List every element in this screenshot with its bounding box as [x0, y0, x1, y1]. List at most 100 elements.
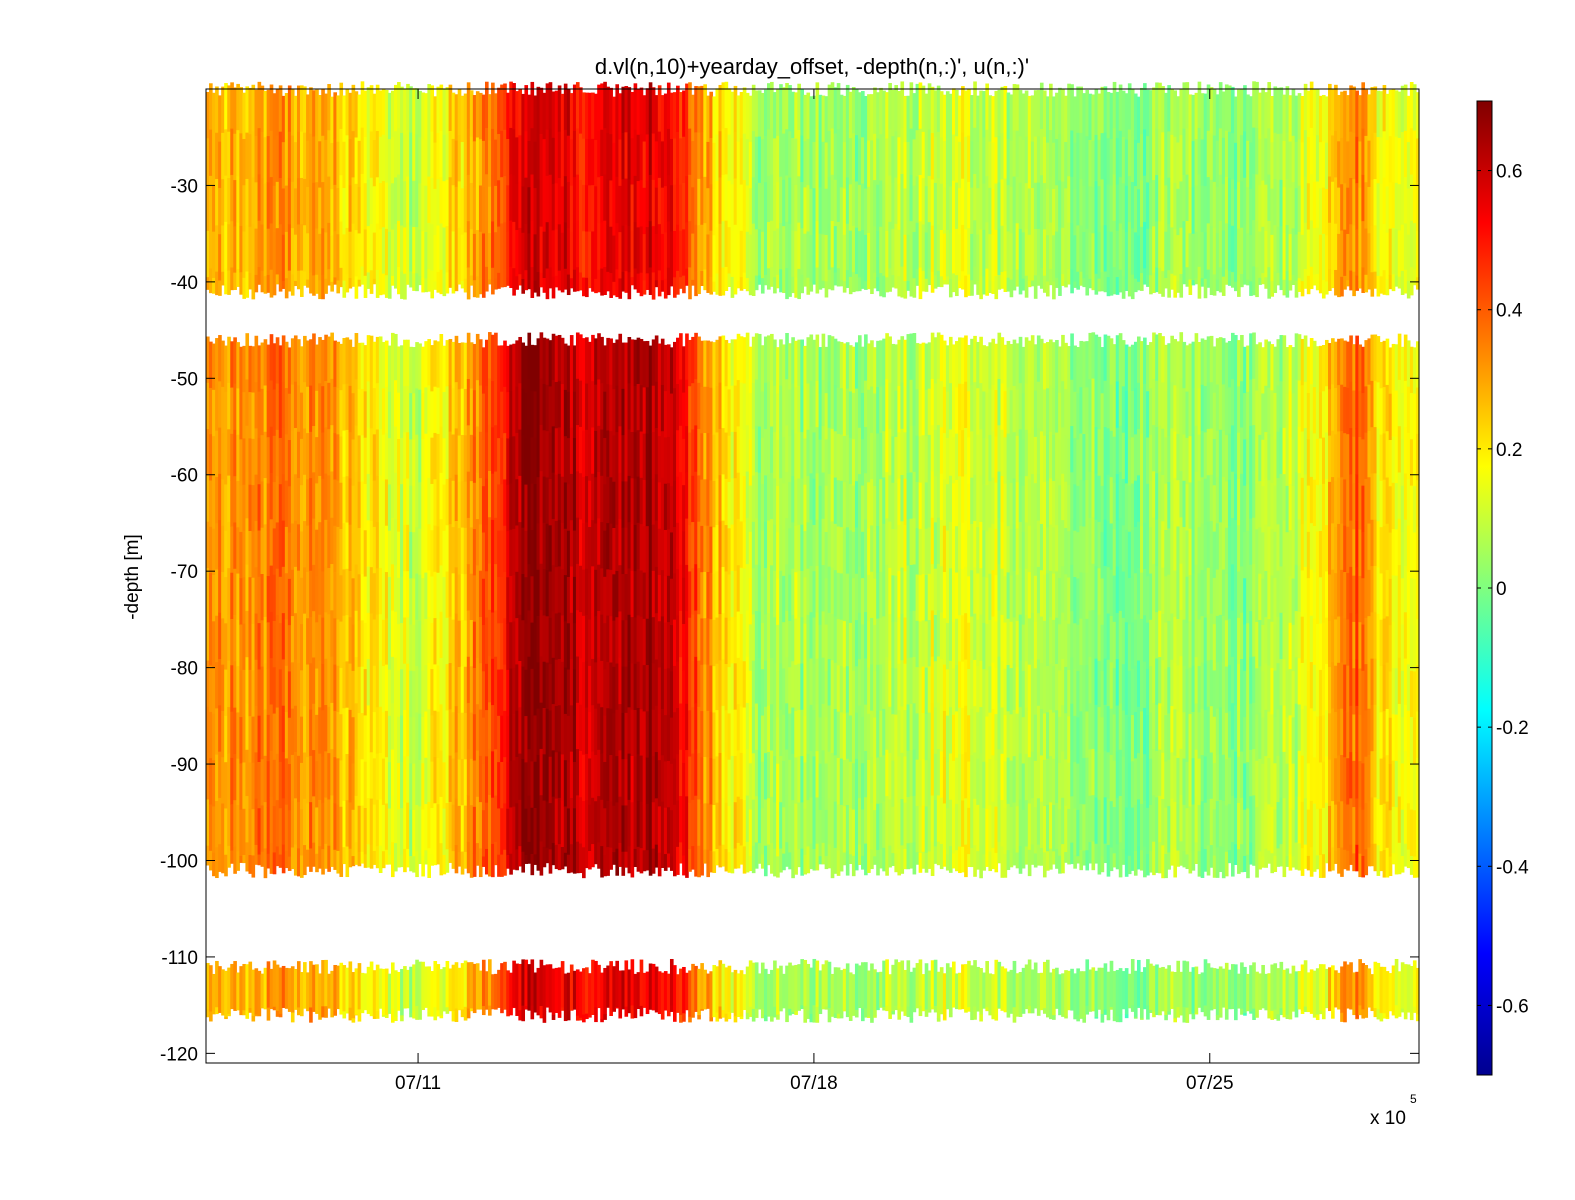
heatmap-cell — [612, 235, 616, 283]
heatmap-cell — [867, 760, 871, 807]
heatmap-cell — [612, 435, 616, 483]
heatmap-cell — [406, 617, 410, 665]
heatmap-cell — [618, 93, 623, 140]
heatmap-cell — [809, 281, 814, 292]
heatmap-cell — [242, 577, 247, 625]
heatmap-cell — [306, 757, 310, 804]
heatmap-cell — [906, 142, 911, 189]
heatmap-cell — [767, 752, 771, 799]
heatmap-cell — [657, 852, 662, 877]
heatmap-cell — [800, 524, 804, 572]
heatmap-cell — [351, 972, 356, 1019]
heatmap-cell — [318, 95, 322, 142]
heatmap-cell — [536, 86, 541, 134]
heatmap-cell — [958, 707, 962, 755]
heatmap-cell — [542, 522, 547, 570]
heatmap-cell — [466, 564, 471, 611]
heatmap-cell — [1012, 130, 1017, 178]
heatmap-cell — [381, 712, 386, 760]
heatmap-cell — [421, 716, 425, 764]
heatmap-cell — [366, 520, 371, 567]
heatmap-cell — [579, 473, 583, 520]
heatmap-cell — [918, 852, 923, 873]
heatmap-cell — [627, 179, 632, 227]
heatmap-cell — [369, 961, 374, 1009]
heatmap-cell — [415, 666, 419, 713]
heatmap-cell — [454, 335, 459, 383]
heatmap-cell — [955, 572, 959, 620]
heatmap-cell — [861, 763, 865, 810]
heatmap-cell — [242, 808, 247, 856]
heatmap-cell — [857, 798, 862, 845]
heatmap-cell — [909, 750, 914, 797]
heatmap-cell — [436, 433, 441, 481]
heatmap-cell — [763, 475, 768, 523]
heatmap-cell — [433, 571, 438, 619]
heatmap-cell — [776, 182, 780, 229]
heatmap-cell — [876, 618, 880, 666]
heatmap-cell — [621, 666, 626, 714]
heatmap-cell — [739, 138, 744, 185]
heatmap-cell — [673, 184, 677, 232]
heatmap-cell — [275, 522, 280, 570]
heatmap-cell — [566, 972, 571, 1020]
heatmap-cell — [354, 1014, 359, 1016]
heatmap-cell — [554, 967, 559, 1013]
heatmap-cell — [293, 798, 298, 846]
heatmap-cell — [575, 656, 580, 704]
heatmap-cell — [1009, 969, 1014, 1014]
heatmap-cell — [812, 478, 817, 526]
heatmap-cell — [763, 660, 768, 708]
heatmap-cell — [363, 854, 368, 868]
heatmap-cell — [797, 571, 801, 618]
heatmap-cell — [842, 343, 847, 391]
heatmap-cell — [412, 393, 416, 441]
heatmap-cell — [321, 478, 325, 526]
heatmap-cell — [327, 521, 331, 569]
heatmap-cell — [857, 381, 862, 429]
heatmap-cell — [842, 389, 847, 437]
heatmap-cell — [870, 432, 874, 480]
heatmap-cell — [900, 567, 905, 615]
heatmap-cell — [615, 848, 620, 876]
heatmap-cell — [763, 182, 768, 229]
heatmap-cell — [767, 381, 771, 429]
heatmap-cell — [536, 338, 541, 385]
heatmap-cell — [339, 962, 344, 1010]
heatmap-cell — [964, 844, 968, 878]
heatmap-cell — [424, 232, 428, 279]
heatmap-cell — [378, 567, 383, 615]
heatmap-cell — [293, 520, 298, 568]
heatmap-cell — [306, 525, 310, 573]
heatmap-cell — [627, 87, 632, 134]
heatmap-cell — [221, 525, 225, 573]
heatmap-cell — [733, 663, 738, 711]
heatmap-cell — [791, 91, 795, 139]
heatmap-cell — [909, 971, 914, 1019]
heatmap-cell — [618, 565, 623, 612]
heatmap-cell — [254, 752, 259, 800]
heatmap-cell — [976, 388, 980, 435]
heatmap-cell — [952, 575, 956, 623]
heatmap-cell — [964, 520, 968, 568]
heatmap-cell — [854, 758, 859, 806]
heatmap-cell — [955, 803, 959, 851]
heatmap-cell — [245, 657, 250, 704]
heatmap-cell — [439, 565, 444, 613]
heatmap-cell — [976, 234, 980, 282]
heatmap-cell — [272, 278, 277, 296]
heatmap-cell — [921, 759, 926, 806]
heatmap-cell — [651, 339, 656, 387]
heatmap-cell — [227, 85, 231, 133]
heatmap-cell — [609, 477, 613, 525]
heatmap-cell — [542, 277, 547, 293]
heatmap-cell — [754, 183, 759, 230]
heatmap-cell — [563, 436, 568, 483]
heatmap-cell — [939, 1013, 944, 1015]
heatmap-cell — [885, 703, 889, 751]
heatmap-cell — [481, 279, 486, 298]
heatmap-cell — [533, 391, 538, 439]
heatmap-cell — [797, 802, 801, 850]
heatmap-cell — [782, 87, 786, 134]
heatmap-cell — [445, 87, 450, 134]
